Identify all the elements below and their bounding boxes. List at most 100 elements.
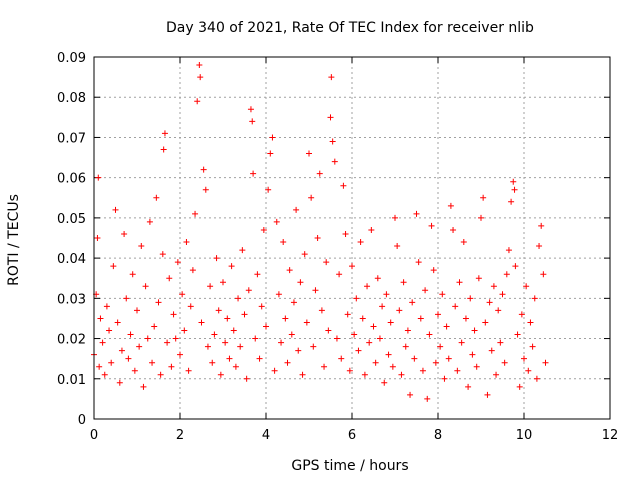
x-tick-label: 2 [176, 428, 184, 443]
data-point [503, 271, 510, 278]
data-point [327, 114, 334, 121]
data-point [527, 319, 534, 326]
data-point [486, 299, 493, 306]
data-point [435, 311, 441, 318]
data-point [144, 335, 151, 342]
data-point [484, 391, 491, 398]
data-point [125, 355, 132, 362]
data-point [200, 166, 207, 173]
data-point [508, 198, 515, 205]
data-point [243, 375, 250, 382]
data-point [533, 375, 540, 382]
data-point [181, 327, 188, 334]
data-point [454, 367, 461, 374]
data-point [114, 319, 121, 326]
data-point [213, 255, 220, 262]
data-point [222, 339, 229, 346]
y-tick-label: 0.01 [57, 373, 86, 388]
data-point [235, 295, 242, 302]
data-point [349, 263, 355, 270]
data-point [118, 347, 125, 354]
data-point [538, 222, 545, 229]
data-point [237, 343, 244, 350]
data-point [303, 319, 310, 326]
data-point [271, 367, 278, 374]
data-point [232, 363, 239, 370]
data-point [310, 343, 317, 350]
data-point [511, 186, 518, 193]
data-point [439, 291, 446, 298]
data-points [91, 62, 549, 402]
data-point [353, 295, 360, 302]
data-point [275, 291, 282, 298]
data-point [531, 295, 538, 302]
data-point [510, 178, 517, 185]
data-point [138, 243, 145, 250]
data-point [106, 327, 113, 334]
data-point [441, 375, 448, 382]
data-point [480, 194, 487, 201]
data-point [364, 283, 371, 290]
y-tick-label: 0.07 [57, 131, 86, 146]
data-point [462, 315, 469, 322]
data-point [355, 347, 362, 354]
data-point [151, 323, 158, 330]
data-point [282, 315, 289, 322]
data-point [329, 138, 336, 145]
data-point [140, 383, 147, 390]
data-point [192, 210, 199, 217]
data-point [525, 367, 532, 374]
data-point [368, 226, 375, 233]
x-tick-label: 8 [434, 428, 442, 443]
data-point [469, 351, 476, 358]
data-point [417, 315, 424, 322]
data-point [426, 331, 433, 338]
data-point [245, 287, 252, 294]
data-point [428, 222, 435, 229]
data-point [103, 303, 110, 310]
data-point [540, 271, 547, 278]
data-point [101, 371, 108, 378]
data-point [123, 295, 130, 302]
data-point [278, 339, 285, 346]
data-point [321, 363, 328, 370]
data-point [290, 299, 297, 306]
data-point [230, 327, 237, 334]
data-point [316, 170, 323, 177]
data-point [450, 226, 457, 233]
data-point [514, 331, 521, 338]
data-point [323, 259, 330, 266]
data-point [497, 339, 504, 346]
data-point [280, 239, 287, 246]
data-point [99, 339, 106, 346]
data-point [256, 355, 263, 362]
data-point [301, 251, 308, 258]
data-point [398, 371, 405, 378]
data-point [411, 355, 418, 362]
data-point [404, 327, 411, 334]
data-point [258, 303, 265, 310]
data-point [288, 331, 295, 338]
data-point [177, 351, 183, 358]
data-point [187, 303, 194, 310]
data-point [284, 359, 291, 366]
data-point [172, 335, 179, 342]
data-point [202, 186, 209, 193]
data-point [108, 359, 115, 366]
x-tick-label: 6 [348, 428, 356, 443]
x-tick-label: 12 [602, 428, 619, 443]
data-point [379, 303, 386, 310]
data-point [452, 303, 459, 310]
y-tick-label: 0.03 [57, 292, 86, 307]
data-point [220, 279, 226, 286]
data-point [121, 230, 128, 237]
x-tick-labels: 0 2 4 6 8 10 12 [90, 428, 618, 443]
data-point [394, 243, 401, 250]
data-point [97, 315, 104, 322]
x-tick-label: 4 [262, 428, 270, 443]
data-point [273, 218, 280, 225]
data-point [325, 327, 332, 334]
data-point [157, 371, 164, 378]
data-point [389, 363, 396, 370]
data-point [204, 343, 211, 350]
